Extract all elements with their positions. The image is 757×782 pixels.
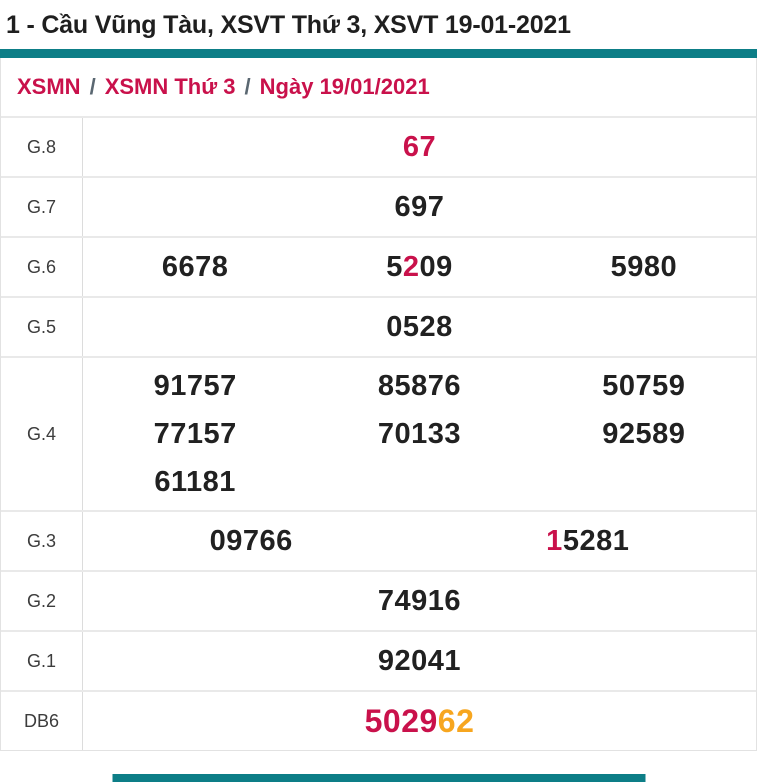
value-segment: 70133 <box>377 417 462 450</box>
row-label: G.5 <box>1 298 83 356</box>
value-line: 09766 15281 <box>83 517 756 565</box>
row-label: G.4 <box>1 358 83 510</box>
prize-value: 5209 <box>307 251 531 284</box>
value-segment: 91757 <box>153 369 237 402</box>
value-line: 91757 85876 50759 <box>83 362 756 410</box>
value-line: 697 <box>83 183 756 231</box>
row-values: 0528 <box>83 298 756 356</box>
value-segment: 85876 <box>377 369 462 402</box>
breadcrumb-item[interactable]: Ngày 19/01/2021 <box>259 74 430 99</box>
value-segment: 61181 <box>154 465 236 498</box>
value-segment: 09766 <box>209 524 293 557</box>
value-line: 61181 <box>83 458 756 506</box>
value-segment: 6678 <box>161 250 229 283</box>
row-values: 74916 <box>83 572 756 630</box>
value-line: 67 <box>83 123 756 171</box>
row-values: 502962 <box>83 692 756 750</box>
results-table: G.8 67 G.7 697 G.6 6678 5209 5980 G.5 0528 G.4 9175… <box>1 118 756 750</box>
table-row: G.4 91757 85876 50759 77157 70133 92589 61181 <box>1 358 756 512</box>
value-segment: 5029 <box>364 702 438 739</box>
row-label: DB6 <box>1 692 83 750</box>
next-section-divider <box>112 774 645 782</box>
table-row: DB6 502962 <box>1 692 756 750</box>
prize-value: 74916 <box>83 585 756 618</box>
prize-value: 15281 <box>420 525 757 558</box>
value-segment: 5980 <box>610 250 678 283</box>
row-label: G.3 <box>1 512 83 570</box>
prize-value: 70133 <box>307 418 531 451</box>
prize-value: 6678 <box>83 251 307 284</box>
prize-value: 697 <box>83 191 756 224</box>
prize-value: 61181 <box>83 466 307 499</box>
row-values: 67 <box>83 118 756 176</box>
table-row: G.6 6678 5209 5980 <box>1 238 756 298</box>
lottery-result-card: XSMN / XSMN Thứ 3 / Ngày 19/01/2021 G.8 67 G.7… <box>0 58 757 751</box>
value-segment: 67 <box>402 130 437 163</box>
table-row: G.8 67 <box>1 118 756 178</box>
value-segment: 2 <box>402 250 420 283</box>
value-line: 74916 <box>83 577 756 625</box>
prize-value: 91757 <box>83 370 307 403</box>
value-line: 77157 70133 92589 <box>83 410 756 458</box>
table-row: G.5 0528 <box>1 298 756 358</box>
table-row: G.7 697 <box>1 178 756 238</box>
value-segment: 697 <box>394 190 445 223</box>
value-segment: 62 <box>437 702 475 739</box>
row-values: 91757 85876 50759 77157 70133 92589 61181 <box>83 358 756 510</box>
row-values: 92041 <box>83 632 756 690</box>
breadcrumb-separator: / <box>89 74 96 99</box>
value-segment: 50759 <box>602 369 686 402</box>
row-label: G.7 <box>1 178 83 236</box>
value-line: 92041 <box>83 637 756 685</box>
value-segment: 0528 <box>386 310 453 343</box>
row-values: 09766 15281 <box>83 512 756 570</box>
value-segment: 5281 <box>562 524 630 557</box>
table-row: G.1 92041 <box>1 632 756 692</box>
value-segment: 92589 <box>602 417 686 450</box>
prize-value: 502962 <box>83 703 756 740</box>
value-line: 6678 5209 5980 <box>83 243 756 291</box>
value-line: 0528 <box>83 303 756 351</box>
row-label: G.1 <box>1 632 83 690</box>
breadcrumb-item[interactable]: XSMN <box>17 74 81 99</box>
breadcrumb-item[interactable]: XSMN Thứ 3 <box>104 74 236 99</box>
prize-value: 0528 <box>83 311 756 344</box>
table-row: G.2 74916 <box>1 572 756 632</box>
page-title: 1 - Cầu Vũng Tàu, XSVT Thứ 3, XSVT 19-01… <box>6 11 571 39</box>
prize-value: 5980 <box>532 251 756 284</box>
section-divider <box>0 49 757 58</box>
prize-value: 09766 <box>83 525 420 558</box>
value-segment: 5 <box>386 250 403 283</box>
row-label: G.8 <box>1 118 83 176</box>
value-segment: 09 <box>419 250 453 283</box>
table-row: G.3 09766 15281 <box>1 512 756 572</box>
prize-value: 92589 <box>532 418 756 451</box>
value-segment: 92041 <box>377 644 462 677</box>
value-line: 502962 <box>83 697 756 745</box>
row-values: 697 <box>83 178 756 236</box>
value-segment: 1 <box>546 524 563 557</box>
breadcrumb-separator: / <box>244 74 251 99</box>
prize-value: 92041 <box>83 645 756 678</box>
value-segment: 77157 <box>153 417 237 450</box>
row-values: 6678 5209 5980 <box>83 238 756 296</box>
prize-value: 50759 <box>532 370 756 403</box>
prize-value: 85876 <box>307 370 531 403</box>
row-label: G.6 <box>1 238 83 296</box>
breadcrumb: XSMN / XSMN Thứ 3 / Ngày 19/01/2021 <box>1 58 756 118</box>
prize-value: 77157 <box>83 418 307 451</box>
prize-value: 67 <box>83 131 756 164</box>
row-label: G.2 <box>1 572 83 630</box>
value-segment: 74916 <box>377 584 462 617</box>
